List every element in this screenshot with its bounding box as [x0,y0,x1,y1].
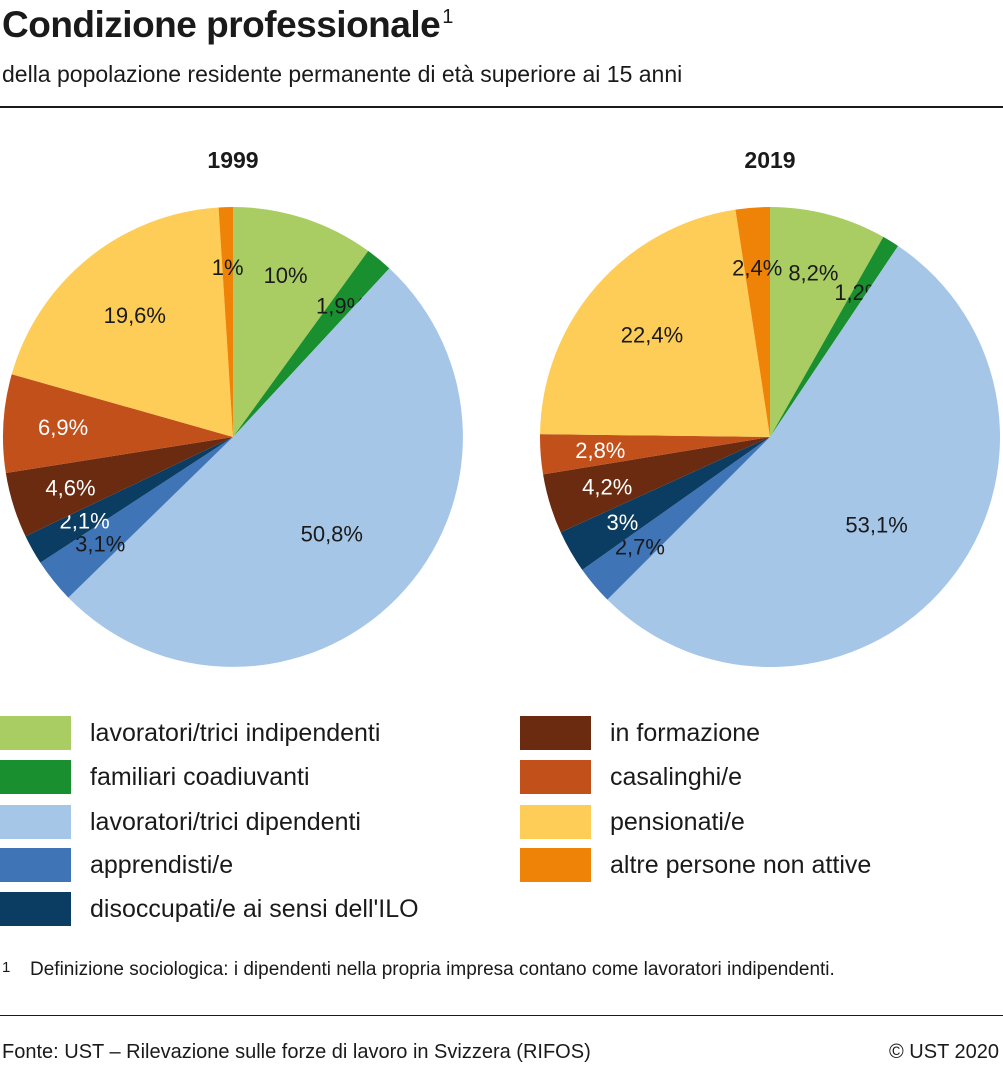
pie-slice [607,245,1001,668]
legend-label: altre persone non attive [610,850,872,879]
pie-slice [770,207,884,437]
copyright: © UST 2020 [889,1041,999,1063]
pie-slice [5,437,233,537]
pie-slice [543,437,770,533]
slice-label: 8,2% [788,260,838,285]
slice-label: 3,1% [75,531,125,556]
pie-slice [233,207,369,437]
legend-item: pensionati/e [520,805,745,839]
slice-label: 2,8% [575,438,625,463]
chart-subtitle: della popolazione residente permanente d… [2,61,683,87]
pie-slice [40,437,234,598]
slice-label: 2,4% [732,255,782,280]
slice-label: 53,1% [845,513,907,538]
legend-label: casalinghi/e [610,762,743,791]
pie-slice [735,207,770,437]
footnote: 1 Definizione sociologica: i dipendenti n… [2,959,835,981]
legend-label: lavoratori/trici dipendenti [90,807,361,836]
slice-label: 6,9% [38,415,88,440]
legend-item: in formazione [520,716,760,750]
legend-label: pensionati/e [610,807,745,836]
legend-swatch [0,805,71,839]
slice-label: 50,8% [301,521,363,546]
chart-title-text: Condizione professionale [2,4,441,45]
legend-swatch [520,805,591,839]
legend-swatch [0,848,71,882]
pie-slice [540,209,770,437]
legend-item: familiari coadiuvanti [0,760,310,794]
legend-swatch [0,892,71,926]
pie-title: 2019 [744,147,795,173]
legend-label: in formazione [610,718,761,747]
legend-swatch [520,848,591,882]
legend-item: apprendisti/e [0,848,233,882]
pie-charts: 199910%1,9%50,8%3,1%2,1%4,6%6,9%19,6%1%2… [2,147,1001,668]
pie-slice [218,206,233,437]
pie-slice [560,437,770,570]
legend-swatch [0,760,71,794]
title-footnote-marker: 1 [442,6,453,28]
slice-label: 3% [607,510,639,535]
legend-label: familiari coadiuvanti [90,762,310,791]
footnote-number: 1 [2,959,11,976]
legend-item: casalinghi/e [520,760,742,794]
slice-label: 19,6% [104,303,166,328]
legend-label: lavoratori/trici indipendenti [90,718,381,747]
slice-label: 1% [212,255,244,280]
footer-divider [0,1015,1003,1016]
pie-slice [11,207,234,437]
pie-slice [233,250,390,437]
slice-label: 10% [264,263,308,288]
pie-slice [540,434,770,475]
legend-item: lavoratori/trici indipendenti [0,716,380,750]
chart-title: Condizione professionale 1 [2,4,453,46]
slice-label: 4,6% [45,476,95,501]
slice-label: 22,4% [621,322,683,347]
pie-title: 1999 [207,147,258,173]
legend-swatch [520,760,591,794]
pie-slice [2,374,233,473]
pie-slice [770,236,899,437]
legend-label: apprendisti/e [90,850,234,879]
legend-label: disoccupati/e ai sensi dell'ILO [90,894,419,923]
footnote-text: Definizione sociologica: i dipendenti ne… [30,959,835,980]
pie-slice [582,437,770,600]
source-note: Fonte: UST – Rilevazione sulle forze di … [2,1041,591,1063]
header-divider [0,106,1003,108]
legend-swatch [0,716,71,750]
legend-item: disoccupati/e ai sensi dell'ILO [0,892,419,926]
slice-label: 4,2% [582,475,632,500]
legend-item: altre persone non attive [520,848,871,882]
pie-slice [68,268,463,667]
legend-swatch [520,716,591,750]
pie-slice [25,437,234,563]
legend-item: lavoratori/trici dipendenti [0,805,361,839]
